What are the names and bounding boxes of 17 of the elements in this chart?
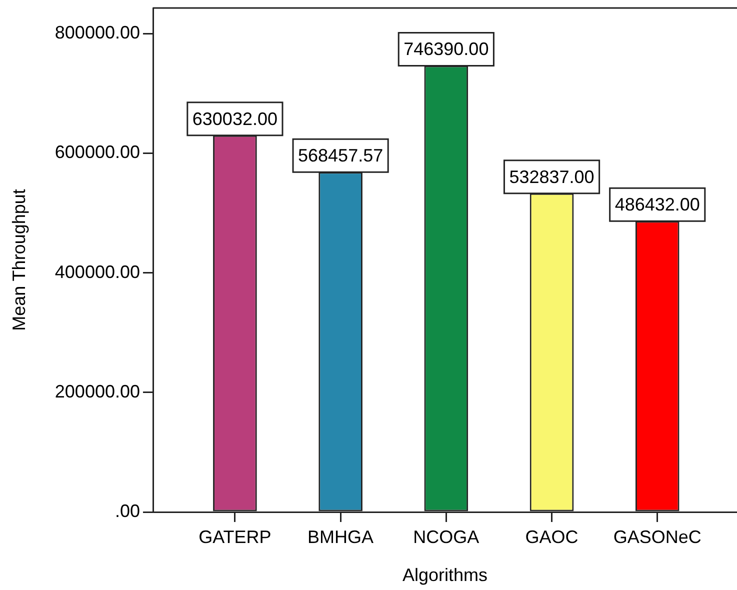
data-label: 630032.00 xyxy=(192,108,278,129)
x-tick-label: GAOC xyxy=(525,526,578,547)
y-tick-label: .00 xyxy=(114,500,140,521)
y-tick-label: 600000.00 xyxy=(54,142,140,162)
y-axis-title: Mean Throughput xyxy=(8,189,29,331)
data-label: 746390.00 xyxy=(404,39,489,60)
y-tick-label: 400000.00 xyxy=(54,262,140,282)
data-label: 568457.57 xyxy=(298,146,384,166)
y-tick-label: 200000.00 xyxy=(54,381,140,402)
y-tick-label: 800000.00 xyxy=(54,22,140,43)
data-label: 486432.00 xyxy=(614,194,700,215)
x-tick-label: GASONeC xyxy=(613,526,702,547)
data-label: 532837.00 xyxy=(509,166,594,187)
x-axis-title: Algorithms xyxy=(402,565,488,586)
x-tick-label: GATERP xyxy=(198,526,272,547)
x-tick-label: BMHGA xyxy=(308,526,374,547)
x-tick-label: NCOGA xyxy=(413,526,480,547)
